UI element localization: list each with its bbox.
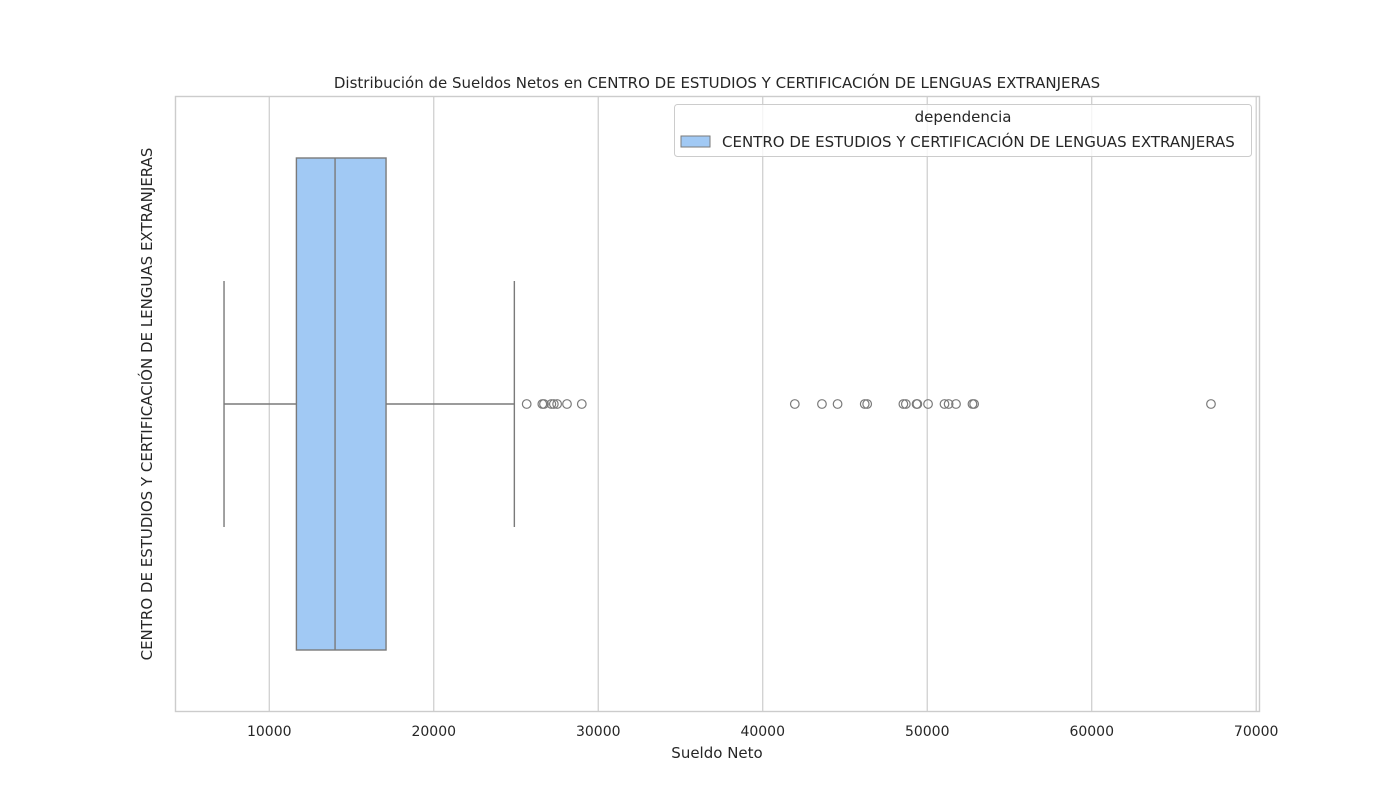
outlier-point xyxy=(789,399,800,409)
outlier-point xyxy=(552,399,563,409)
outlier-point xyxy=(951,399,961,409)
outlier-point xyxy=(912,399,923,409)
plot-frame xyxy=(174,95,1261,713)
legend-frame xyxy=(674,104,1252,157)
x-tick-label: 20000 xyxy=(411,724,456,740)
outlier-point xyxy=(539,399,549,409)
outlier-point xyxy=(548,399,559,409)
outlier-point xyxy=(923,399,933,409)
outlier-point xyxy=(521,399,532,409)
x-tick-label: 30000 xyxy=(576,724,621,740)
x-tick-label: 60000 xyxy=(1069,724,1114,740)
legend: dependencia CENTRO DE ESTUDIOS Y CERTIFI… xyxy=(674,104,1252,157)
legend-title: dependencia xyxy=(915,108,1012,126)
outliers xyxy=(521,399,1216,409)
x-tick-label: 50000 xyxy=(905,724,950,740)
chart-title: Distribución de Sueldos Netos en CENTRO … xyxy=(334,73,1100,92)
iqr-box xyxy=(295,157,387,651)
outlier-point xyxy=(859,399,870,409)
outlier-point xyxy=(832,399,843,409)
legend-swatch xyxy=(680,135,711,148)
x-axis-label: Sueldo Neto xyxy=(671,744,762,762)
y-axis-label: CENTRO DE ESTUDIOS Y CERTIFICACIÓN DE LE… xyxy=(137,148,156,661)
x-tick-label: 40000 xyxy=(740,724,785,740)
outlier-point xyxy=(898,399,909,409)
outlier-point xyxy=(1206,399,1216,409)
outlier-point xyxy=(862,399,873,409)
x-tick-labels: 10000 20000 30000 40000 50000 60000 70000 xyxy=(247,724,1278,740)
outlier-point xyxy=(943,399,954,409)
outlier-point xyxy=(969,399,980,409)
x-tick-label: 10000 xyxy=(247,724,292,740)
outlier-point xyxy=(939,399,950,409)
outlier-point xyxy=(817,399,827,409)
legend-entry-label: CENTRO DE ESTUDIOS Y CERTIFICACIÓN DE LE… xyxy=(722,132,1235,151)
outlier-point xyxy=(576,399,587,409)
outlier-point xyxy=(900,399,911,409)
boxplot xyxy=(223,157,1216,651)
x-tick-label: 70000 xyxy=(1234,724,1279,740)
outlier-point xyxy=(546,399,557,409)
outlier-point xyxy=(562,399,572,409)
